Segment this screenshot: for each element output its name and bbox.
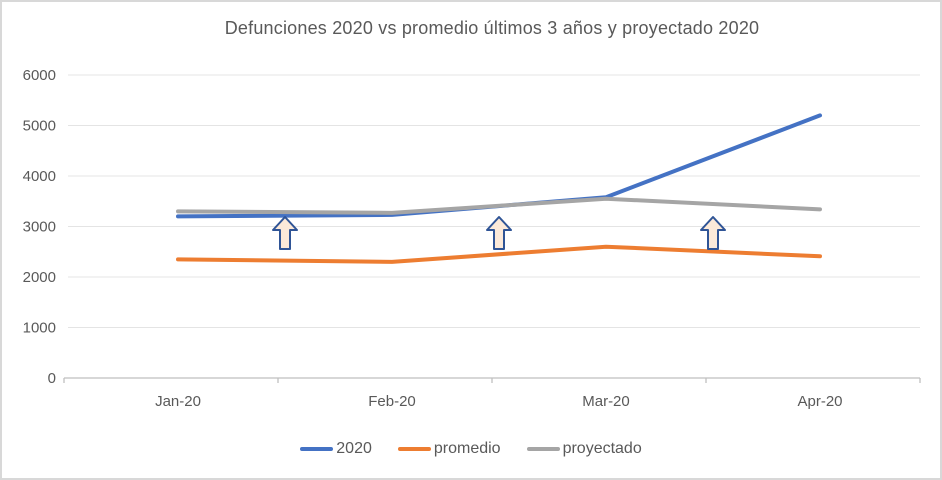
legend-label: 2020 bbox=[336, 440, 372, 457]
legend-item-promedio: promedio bbox=[397, 440, 501, 458]
x-axis-tick-label: Jan-20 bbox=[155, 393, 201, 410]
legend-swatch bbox=[300, 447, 334, 451]
up-arrow-annotation bbox=[486, 216, 512, 250]
y-axis-tick-label: 1000 bbox=[23, 320, 56, 337]
legend-swatch bbox=[526, 447, 560, 451]
y-axis-tick-label: 4000 bbox=[23, 168, 56, 185]
chart-legend: 2020 promedio proyectado bbox=[2, 440, 940, 458]
legend-item-2020: 2020 bbox=[300, 440, 372, 458]
x-axis-tick-label: Mar-20 bbox=[582, 393, 630, 410]
chart-title: Defunciones 2020 vs promedio últimos 3 a… bbox=[224, 18, 760, 38]
legend-label: proyectado bbox=[562, 440, 642, 457]
series-line-proyectado bbox=[176, 196, 822, 215]
legend-item-proyectado: proyectado bbox=[526, 440, 642, 458]
series-line-promedio bbox=[176, 244, 822, 264]
y-axis-tick-label: 3000 bbox=[23, 219, 56, 236]
y-axis-tick-label: 6000 bbox=[23, 67, 56, 84]
y-axis-tick-label: 0 bbox=[48, 370, 56, 387]
y-axis-tick-label: 2000 bbox=[23, 269, 56, 286]
up-arrow-annotation bbox=[700, 216, 726, 250]
legend-label: promedio bbox=[433, 440, 501, 457]
series-line-2020 bbox=[176, 113, 822, 219]
x-axis-tick-label: Apr-20 bbox=[797, 393, 842, 410]
legend-swatch bbox=[397, 447, 431, 451]
y-axis-tick-label: 5000 bbox=[23, 118, 56, 135]
up-arrow-annotation bbox=[272, 216, 298, 250]
x-axis-tick-label: Feb-20 bbox=[368, 393, 416, 410]
